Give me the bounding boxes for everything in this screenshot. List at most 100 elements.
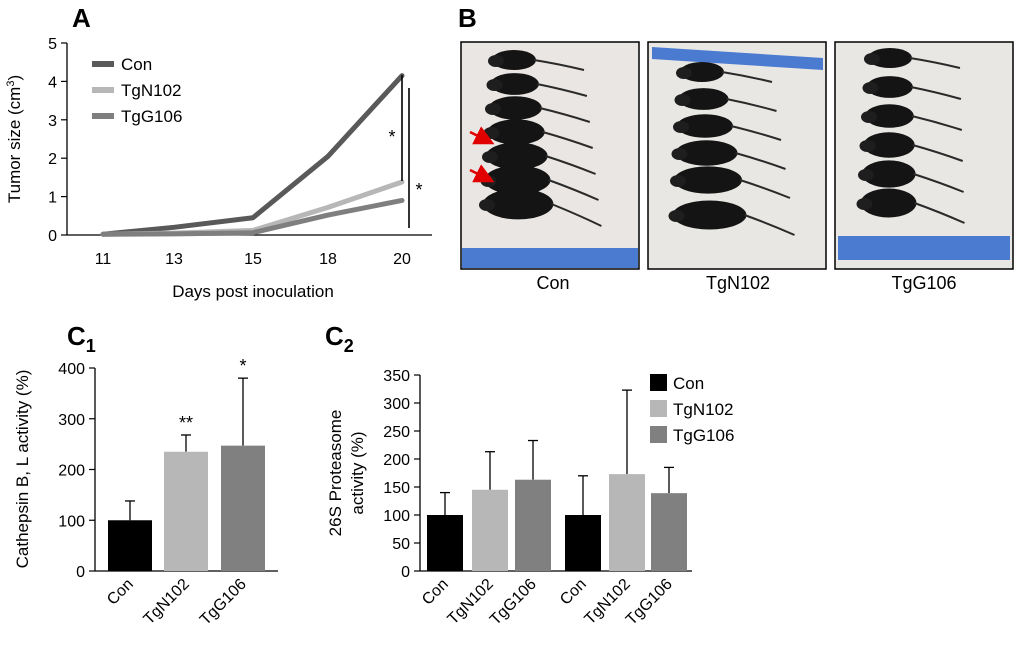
mouse-tail xyxy=(910,86,962,100)
mouse-body xyxy=(672,200,747,230)
chart-c1-y-tick-label: 200 xyxy=(58,463,85,480)
chart-a-y-tick-label: 1 xyxy=(48,190,57,207)
chart-c2-y-tick-label: 0 xyxy=(401,564,410,581)
mouse xyxy=(861,104,963,131)
chart-c1-sig-star: ** xyxy=(179,413,193,433)
mouse-tail xyxy=(912,144,964,162)
mouse-tail xyxy=(551,203,602,227)
chart-c2-x-tick-label: TgG106 xyxy=(487,576,540,629)
mouse xyxy=(856,188,965,224)
mouse-head xyxy=(858,169,874,181)
mouse-tail xyxy=(909,57,961,69)
mouse-tail xyxy=(739,179,791,199)
photo-caption-tgn102: TgN102 xyxy=(706,273,770,293)
mouse-body xyxy=(863,132,915,158)
chart-c2-x-tick-label: TgG106 xyxy=(623,576,676,629)
chart-c2-y-tick-label: 250 xyxy=(383,424,410,441)
chart-c2-x-tick-label: Con xyxy=(419,576,452,609)
red-arrow-1 xyxy=(469,126,495,145)
panel-label-c1: C1 xyxy=(67,321,96,356)
mouse-tail xyxy=(536,83,588,97)
photo-tgn102 xyxy=(647,41,827,270)
ruler xyxy=(838,236,1010,260)
chart-c2-legend-label: TgN102 xyxy=(673,400,733,419)
chart-a-sig-star-1: * xyxy=(388,127,395,147)
mouse-tail xyxy=(911,115,963,131)
chart-a-series-tgg106 xyxy=(100,197,405,237)
mouse xyxy=(488,50,585,71)
mouse-head xyxy=(862,82,879,94)
mouse-body xyxy=(865,104,914,128)
mouse-tail xyxy=(533,59,585,71)
mouse-head xyxy=(488,55,504,67)
chart-c1-cathepsin: 0 100 200 300 400 Con TgN102 ** TgG106 * Cathepsi… xyxy=(13,356,278,629)
chart-a-x-label: Days post inoculation xyxy=(172,282,334,301)
chart-c2-legend-swatch xyxy=(650,426,667,443)
mouse-tail xyxy=(539,107,591,123)
mouse-head xyxy=(485,103,501,115)
chart-c2-bar-tgn102 xyxy=(609,474,645,571)
mouse-head xyxy=(859,140,876,152)
mouse xyxy=(676,62,773,83)
chart-a-x-tick-label: 20 xyxy=(393,251,411,268)
chart-a-legend-label: TgN102 xyxy=(121,81,181,100)
chart-c1-bar-tgn102 xyxy=(164,451,208,571)
chart-c1-y-label: Cathepsin B, L activity (%) xyxy=(13,370,32,569)
mouse xyxy=(864,48,961,69)
mouse-head xyxy=(856,198,873,210)
photo-caption-con: Con xyxy=(536,273,569,293)
chart-c2-x-tick-label: Con xyxy=(557,576,590,609)
mouse-tail xyxy=(548,179,599,201)
photo-caption-tgg106: TgG106 xyxy=(891,273,956,293)
mouse-tail xyxy=(545,155,596,175)
mouse-tail xyxy=(726,98,777,112)
chart-c2-legend-swatch xyxy=(650,374,667,391)
mouse-body xyxy=(487,119,545,145)
mouse-head xyxy=(668,210,685,222)
chart-c2-y-tick-label: 100 xyxy=(383,508,410,525)
mouse-tail xyxy=(735,152,786,170)
ruler xyxy=(462,248,638,268)
chart-c2-legend-swatch xyxy=(650,400,667,417)
mouse-body xyxy=(490,73,539,95)
mouse-body xyxy=(492,50,536,70)
mouse-head xyxy=(486,79,503,91)
chart-a-sig-star-2: * xyxy=(415,180,422,200)
chart-c1-y-tick-label: 0 xyxy=(76,564,85,581)
mouse xyxy=(486,73,588,97)
mouse-tail xyxy=(721,71,773,83)
mouse-body xyxy=(677,114,733,138)
mouse xyxy=(668,200,795,236)
mouse-head xyxy=(671,148,688,160)
mouse-body xyxy=(489,96,542,120)
chart-c1-y-tick-label: 400 xyxy=(58,361,85,378)
mouse-head xyxy=(674,94,691,106)
chart-a-y-tick-label: 0 xyxy=(48,228,57,245)
photo-tgg106 xyxy=(834,41,1014,270)
chart-c2-x-tick-label: TgN102 xyxy=(445,576,497,628)
mouse xyxy=(858,160,964,193)
mouse-head xyxy=(479,199,495,211)
mouse xyxy=(479,188,602,227)
chart-a-x-tick-label: 13 xyxy=(165,251,183,268)
mouse-tail xyxy=(913,173,964,193)
chart-a-tumor-size: 0 1 2 3 4 5 11 13 15 18 20 Con TgN102 TgG106 Days pos… xyxy=(5,36,432,301)
chart-a-y-tick-label: 2 xyxy=(48,151,57,168)
chart-c2-y-label-line1: 26S Proteasome xyxy=(326,410,345,537)
mouse xyxy=(673,114,782,141)
mouse-tail xyxy=(542,131,594,149)
chart-a-y-label: Tumor size (cm3) xyxy=(5,75,24,203)
mouse xyxy=(670,166,791,199)
chart-c2-y-tick-label: 50 xyxy=(392,536,410,553)
mouse-head xyxy=(483,127,500,139)
chart-c2-y-tick-label: 350 xyxy=(383,368,410,385)
mouse-body xyxy=(486,142,548,170)
chart-c1-x-tick-label: Con xyxy=(104,576,137,609)
chart-c2-y-tick-label: 300 xyxy=(383,396,410,413)
chart-c1-bar-con xyxy=(108,520,152,571)
chart-c1-y-tick-label: 100 xyxy=(58,513,85,530)
mouse-body xyxy=(678,88,729,110)
chart-a-y-tick-label: 5 xyxy=(48,36,57,53)
